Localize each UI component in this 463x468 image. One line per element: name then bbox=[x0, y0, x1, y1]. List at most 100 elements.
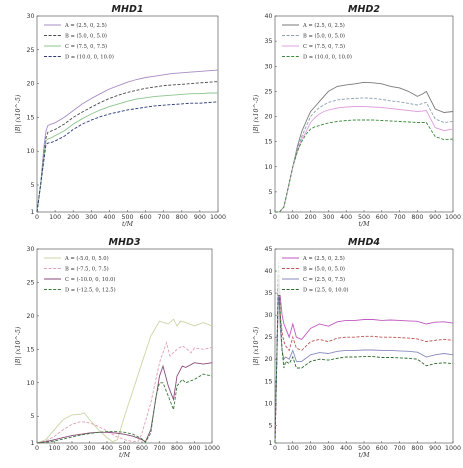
x-tick-label: 900 bbox=[188, 445, 200, 452]
x-tick-label: 0 bbox=[273, 214, 277, 221]
x-tick-label: 600 bbox=[140, 214, 152, 221]
legend-entry: C = (7.5, 0, 7.5) bbox=[65, 43, 107, 50]
series-line-2 bbox=[275, 97, 454, 213]
y-tick-label: 5 bbox=[30, 413, 34, 420]
x-tick-label: 200 bbox=[66, 445, 78, 452]
x-tick-label: 500 bbox=[121, 214, 133, 221]
y-tick-label: 25 bbox=[264, 334, 272, 341]
series-line-2 bbox=[36, 341, 213, 444]
x-tick-label: 0 bbox=[273, 445, 277, 452]
y-tick-label: 35 bbox=[264, 38, 272, 45]
y-axis-label: |B| (x10^-5) bbox=[253, 94, 260, 133]
y-tick-label: 30 bbox=[264, 63, 272, 70]
x-tick-label: 1000 bbox=[210, 214, 226, 221]
x-tick-label: 500 bbox=[358, 214, 370, 221]
x-tick-label: 400 bbox=[340, 445, 352, 452]
x-tick-label: 800 bbox=[171, 445, 183, 452]
legend-box bbox=[278, 252, 361, 295]
y-tick-label: 25 bbox=[264, 88, 272, 95]
series-line-4 bbox=[275, 119, 454, 213]
legend-entry: D = (10.0, 0, 10.0) bbox=[65, 53, 114, 60]
x-tick-label: 200 bbox=[67, 214, 79, 221]
chart-title: MHD1 bbox=[112, 4, 144, 15]
x-tick-label: 700 bbox=[394, 214, 406, 221]
y-tick-label: 40 bbox=[264, 268, 272, 275]
legend-entry: B = (5.0, 0, 5.0) bbox=[65, 32, 107, 39]
x-tick-label: 400 bbox=[101, 445, 113, 452]
y-tick-label: 25 bbox=[26, 279, 34, 286]
series-line-4 bbox=[274, 262, 454, 444]
x-tick-label: 800 bbox=[176, 214, 188, 221]
y-tick-label: 1 bbox=[30, 209, 34, 216]
x-tick-label: 600 bbox=[136, 445, 148, 452]
y-tick-label: 1 bbox=[268, 209, 272, 216]
legend-entry: C = (2.5, 0, 7.5) bbox=[303, 276, 345, 283]
y-axis-label: |B| (x10^-5) bbox=[15, 326, 22, 365]
y-tick-label: 20 bbox=[264, 114, 272, 121]
legend-entry: B = (5.0, 0, 5.0) bbox=[303, 32, 345, 39]
x-tick-label: 700 bbox=[394, 445, 406, 452]
series-line-1 bbox=[275, 81, 454, 213]
y-tick-label: 35 bbox=[264, 290, 272, 297]
legend-entry: B = (-7.5, 0, 7.5) bbox=[65, 265, 109, 272]
y-axis-label: |B| (x10^-5) bbox=[15, 94, 22, 133]
legend-entry: A = (2.5, 0, 2.5) bbox=[302, 22, 345, 29]
x-tick-label: 500 bbox=[358, 445, 370, 452]
series-line-4 bbox=[36, 101, 219, 213]
y-tick-label: 15 bbox=[264, 139, 272, 146]
legend-entry: A = (-5.0, 0, 5.0) bbox=[64, 255, 109, 262]
legend-entry: A = (2.5, 0, 2.5) bbox=[302, 255, 345, 262]
legend-box bbox=[40, 19, 123, 62]
x-tick-label: 300 bbox=[322, 445, 334, 452]
x-tick-label: 0 bbox=[35, 445, 39, 452]
legend-box bbox=[278, 19, 361, 62]
x-axis-label: t/M bbox=[358, 452, 370, 459]
x-tick-label: 500 bbox=[118, 445, 130, 452]
legend-entry: C = (7.5, 0, 7.5) bbox=[303, 43, 345, 50]
legend-entry: C = (-10.0, 0, 10.0) bbox=[65, 276, 115, 283]
x-tick-label: 600 bbox=[376, 445, 388, 452]
y-tick-label: 40 bbox=[264, 13, 272, 20]
y-tick-label: 30 bbox=[264, 312, 272, 319]
x-tick-label: 400 bbox=[340, 214, 352, 221]
x-axis-label: t/M bbox=[358, 221, 370, 228]
x-axis-label: t/M bbox=[119, 452, 131, 459]
x-tick-label: 1000 bbox=[204, 445, 220, 452]
x-tick-label: 900 bbox=[194, 214, 206, 221]
y-tick-label: 1 bbox=[30, 440, 34, 447]
x-tick-label: 800 bbox=[411, 214, 423, 221]
y-tick-label: 20 bbox=[26, 313, 34, 320]
x-tick-label: 300 bbox=[85, 214, 97, 221]
legend-entry: A = (2.5, 0, 2.5) bbox=[64, 22, 107, 29]
y-tick-label: 15 bbox=[264, 378, 272, 385]
y-tick-label: 20 bbox=[264, 356, 272, 363]
y-tick-label: 45 bbox=[264, 246, 272, 253]
legend-entry: D = (-12.5, 0, 12.5) bbox=[65, 286, 116, 293]
y-tick-label: 10 bbox=[264, 400, 272, 407]
y-tick-label: 5 bbox=[268, 422, 272, 429]
x-tick-label: 1000 bbox=[445, 445, 461, 452]
x-tick-label: 900 bbox=[429, 214, 441, 221]
x-tick-label: 400 bbox=[103, 214, 115, 221]
series-line-1 bbox=[36, 318, 213, 444]
series-line-3 bbox=[36, 362, 213, 444]
x-axis-label: t/M bbox=[122, 221, 134, 228]
x-tick-label: 200 bbox=[305, 445, 317, 452]
x-tick-label: 700 bbox=[153, 445, 165, 452]
legend-entry: D = (10.0, 0, 10.0) bbox=[303, 53, 352, 60]
x-tick-label: 100 bbox=[48, 445, 60, 452]
x-tick-label: 600 bbox=[376, 214, 388, 221]
y-tick-label: 25 bbox=[26, 47, 34, 54]
x-tick-label: 100 bbox=[287, 445, 299, 452]
series-line-2 bbox=[274, 284, 454, 444]
x-tick-label: 100 bbox=[49, 214, 61, 221]
series-line-1 bbox=[274, 275, 454, 444]
x-tick-label: 900 bbox=[429, 445, 441, 452]
y-axis-label: |B| (x10^-5) bbox=[253, 326, 260, 365]
y-tick-label: 30 bbox=[26, 13, 34, 20]
y-tick-label: 10 bbox=[26, 380, 34, 387]
